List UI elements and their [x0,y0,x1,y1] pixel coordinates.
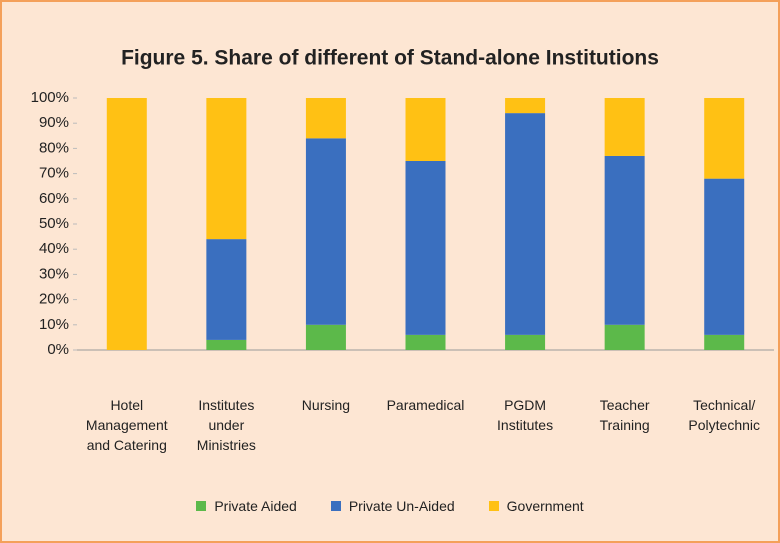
legend-swatch [330,501,341,511]
legend-label: Private Un-Aided [348,498,455,514]
bar-segment [206,98,247,240]
y-tick-label: 100% [31,89,69,106]
y-tick-label: 70% [39,165,69,182]
x-tick-label: Hotel Management and Catering [85,397,168,453]
bar-segment [704,178,745,335]
bar-segment [405,334,446,350]
legend-item: Private Un-Aided [330,498,455,514]
bar-segment [604,324,645,350]
x-tick-label: Technical/ Polytechnic [688,397,760,433]
x-tick-label: Teacher Training [599,397,650,433]
bar-segment [305,324,346,350]
x-tick-label: Institutes under Ministries [196,397,256,453]
bar-segment [505,334,546,350]
legend-swatch [196,501,207,511]
y-tick-label: 50% [39,215,69,232]
y-tick-label: 80% [39,139,69,156]
y-tick-label: 30% [39,265,69,282]
y-tick-label: 20% [39,291,69,308]
bar-segment [604,98,645,156]
legend-swatch [488,501,499,511]
y-tick-label: 0% [47,341,69,358]
bar-segment [305,98,346,139]
legend: Private Aided Private Un-Aided Government [2,498,778,514]
x-tick-label: Nursing [301,397,351,413]
y-tick-label: 10% [39,316,69,333]
bar-segment [305,138,346,325]
y-tick-label: 90% [39,114,69,131]
legend-label: Government [506,498,584,514]
bar-segment [505,113,546,335]
bar-segment [405,98,446,161]
legend-item: Private Aided [196,498,297,514]
bar-segment [106,98,147,350]
y-tick-label: 60% [39,190,69,207]
bar-segment [405,161,446,335]
bar-segment [206,239,247,340]
y-tick-label: 40% [39,240,69,257]
x-tick-label: Paramedical [386,397,465,413]
legend-label: Private Aided [214,498,297,514]
bar-segment [206,339,247,350]
bar-segment [505,98,546,114]
legend-item: Government [488,498,584,514]
bar-segment [704,334,745,350]
x-tick-label: PGDM Institutes [497,397,554,433]
bar-segment [704,98,745,179]
chart-title: Figure 5. Share of different of Stand-al… [121,47,659,70]
bar-segment [604,155,645,325]
